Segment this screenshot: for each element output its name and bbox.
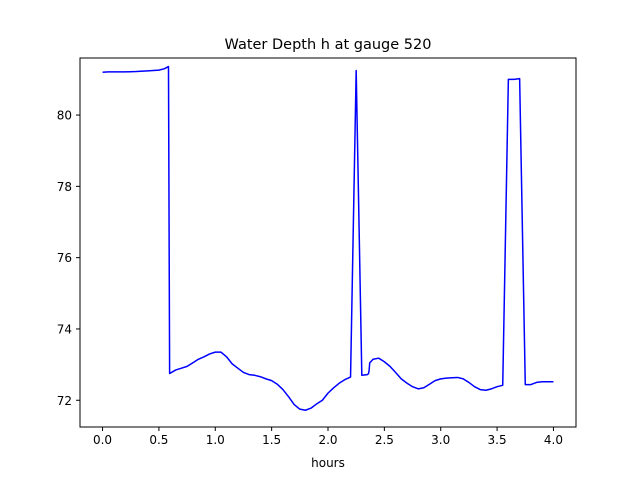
y-tick-label: 76: [57, 251, 72, 265]
x-axis-label: hours: [311, 456, 345, 470]
x-tick-label: 0.5: [149, 433, 168, 447]
y-axis: 72 74 76 78 80: [57, 109, 80, 408]
x-tick-label: 3.0: [431, 433, 450, 447]
series-line: [102, 65, 554, 411]
x-axis: 0.0 0.5 1.0 1.5 2.0 2.5 3.0 3.5 4.0: [93, 427, 563, 447]
x-tick-label: 4.0: [544, 433, 563, 447]
x-tick-label: 2.0: [318, 433, 337, 447]
chart-title: Water Depth h at gauge 520: [225, 37, 432, 53]
y-tick-label: 80: [57, 109, 72, 123]
y-tick-label: 74: [57, 322, 72, 336]
x-tick-label: 3.5: [488, 433, 507, 447]
x-tick-label: 0.0: [93, 433, 112, 447]
y-tick-label: 78: [57, 180, 72, 194]
x-tick-label: 1.0: [206, 433, 225, 447]
x-tick-label: 2.5: [375, 433, 394, 447]
x-tick-label: 1.5: [262, 433, 281, 447]
plot-area: [102, 65, 554, 411]
y-tick-label: 72: [57, 394, 72, 408]
